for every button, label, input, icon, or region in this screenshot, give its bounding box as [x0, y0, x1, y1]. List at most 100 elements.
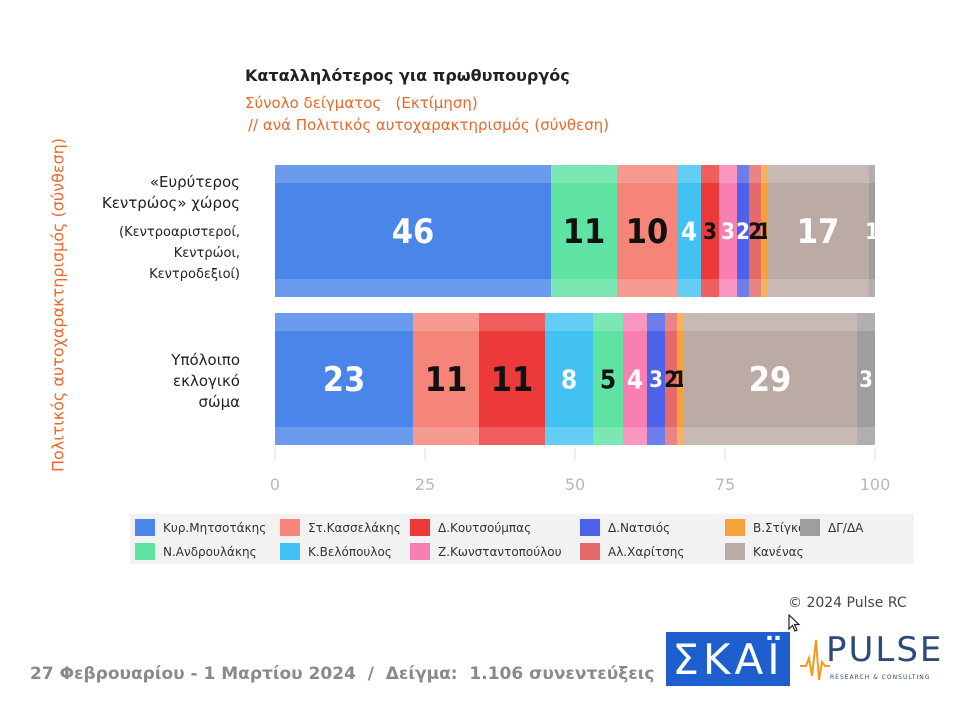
bar-data-label: 2: [748, 220, 762, 245]
legend-item: Δ.Κουτσούμπας: [410, 519, 531, 536]
pulse-logo-tagline: RESEARCH & CONSULTING: [830, 674, 931, 681]
bar-data-label: 11: [563, 212, 606, 252]
legend-item: Ν.Ανδρουλάκης: [135, 543, 257, 560]
bar-segment-band: [677, 313, 683, 331]
bar-segment: [275, 313, 413, 445]
bar-segment: [617, 165, 677, 297]
bar-data-label: 46: [392, 212, 435, 252]
bar-data-label: 3: [721, 220, 735, 245]
bar-segment-band: [737, 279, 749, 297]
bar-segment-band: [701, 279, 719, 297]
bar-data-label: 3: [859, 368, 873, 393]
pulse-logo: PULSE RESEARCH & CONSULTING: [800, 630, 945, 690]
chart-title: Καταλληλότερος για πρωθυπουργός: [245, 66, 570, 85]
bar-segment: [647, 313, 665, 445]
x-tick-label: 25: [415, 475, 435, 494]
bar-data-label: 11: [491, 360, 534, 400]
category-sublabel-centrist: (Κεντροαριστεροί, Κεντρώοι, Κεντροδεξιοί…: [119, 225, 240, 282]
bar-segment-band: [623, 313, 647, 331]
bar-segment: [545, 313, 593, 445]
bar-segment-band: [683, 427, 857, 445]
bar-segment-band: [275, 279, 551, 297]
legend-label: Ν.Ανδρουλάκης: [163, 544, 257, 559]
bar-segment-band: [767, 279, 869, 297]
pulse-wave-icon: [800, 639, 830, 681]
bar-segment-band: [767, 165, 869, 183]
legend-label: Κανένας: [753, 544, 804, 559]
category-label-centrist: «Ευρύτερος Κεντρώος» χώρος: [101, 173, 240, 212]
bar-segment: [623, 313, 647, 445]
bar-data-label: 4: [627, 365, 643, 395]
bar-segment-band: [701, 165, 719, 183]
legend-item: Β.Στίγκας: [725, 519, 813, 536]
legend-item: Κυρ.Μητσοτάκης: [135, 519, 266, 536]
legend-label: Κυρ.Μητσοτάκης: [163, 520, 267, 535]
bar-segment-band: [683, 313, 857, 331]
bar-data-label: 17: [797, 212, 840, 252]
legend-label: Δ.Νατσιός: [608, 520, 671, 535]
legend-swatch: [725, 543, 745, 560]
legend-swatch: [410, 519, 430, 536]
mouse-cursor-icon: [788, 614, 801, 632]
legend-item: ΔΓ/ΔΑ: [800, 519, 863, 536]
legend-swatch: [580, 543, 600, 560]
bar-segment-band: [551, 165, 617, 183]
x-tick-label: 0: [270, 475, 280, 494]
legend-swatch: [580, 519, 600, 536]
legend-swatch: [135, 519, 155, 536]
bar-segment: [761, 165, 767, 297]
legend-swatch: [725, 519, 745, 536]
bar-segment-band: [857, 313, 875, 331]
legend-label: Κ.Βελόπουλος: [308, 544, 392, 559]
bar-segment-band: [749, 279, 761, 297]
legend-swatch: [280, 519, 300, 536]
bar-segment-band: [869, 279, 875, 297]
bar-segment: [677, 313, 683, 445]
survey-footer: 27 Φεβρουαρίου - 1 Μαρτίου 2024 / Δείγμα…: [30, 664, 655, 684]
bar-segment-band: [551, 279, 617, 297]
legend-swatch: [800, 519, 820, 536]
legend-swatch: [410, 543, 430, 560]
legend-label: Αλ.Χαρίτσης: [608, 544, 685, 559]
category-label-rest: Υπόλοιπο εκλογικό σώμα: [171, 351, 240, 411]
bar-data-label: 5: [600, 365, 616, 395]
legend-item: Δ.Νατσιός: [580, 519, 670, 536]
legend-label: Ζ.Κωνσταντοπούλου: [438, 544, 562, 559]
bar-segment-band: [869, 165, 875, 183]
bar-data-label: 11: [425, 360, 468, 400]
x-tick-label: 75: [715, 475, 735, 494]
legend-item: Κ.Βελόπουλος: [280, 543, 392, 560]
bar-segment-band: [275, 165, 551, 183]
legend-label: ΔΓ/ΔΑ: [828, 520, 864, 535]
legend-label: Δ.Κουτσούμπας: [438, 520, 532, 535]
bar-segment-band: [545, 427, 593, 445]
bar-segment-band: [749, 165, 761, 183]
bar-data-label: 29: [749, 360, 792, 400]
legend-item: Στ.Κασσελάκης: [280, 519, 401, 536]
legend-item: Ζ.Κωνσταντοπούλου: [410, 543, 562, 560]
bar-segment-band: [719, 279, 737, 297]
bar-segment-band: [275, 427, 413, 445]
bar-segment-band: [617, 279, 677, 297]
bar-segment-band: [413, 313, 479, 331]
legend-item: Κανένας: [725, 543, 804, 560]
pulse-logo-word: PULSE: [826, 630, 944, 670]
legend-item: Αλ.Χαρίτσης: [580, 543, 684, 560]
bar-segment: [275, 165, 551, 297]
bar-segment: [551, 165, 617, 297]
bar-segment-band: [677, 165, 701, 183]
bar-data-label: 2: [664, 368, 678, 393]
bar-segment-band: [479, 427, 545, 445]
bar-segment-band: [413, 427, 479, 445]
bar-segment-band: [665, 427, 677, 445]
bar-segment-band: [647, 313, 665, 331]
legend-swatch: [280, 543, 300, 560]
bar-segment-band: [719, 165, 737, 183]
bar-segment-band: [545, 313, 593, 331]
bar-segment: [749, 165, 761, 297]
bar-data-label: 8: [561, 365, 577, 395]
bar-segment-band: [275, 313, 413, 331]
chart-subtitle-sample: Σύνολο δείγματος (Εκτίμηση): [245, 94, 478, 112]
bar-data-label: 3: [703, 220, 717, 245]
